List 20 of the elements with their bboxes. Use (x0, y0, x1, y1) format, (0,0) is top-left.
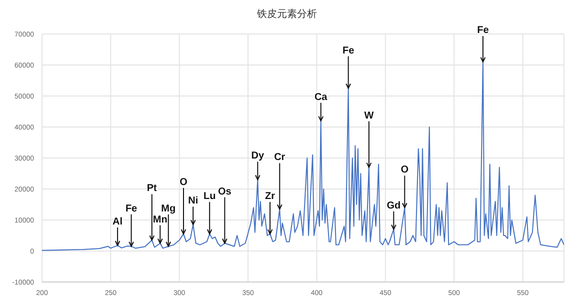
annotation: Fe (477, 25, 490, 36)
annotation: Al (112, 216, 123, 228)
chart-title: 铁皮元素分析 (256, 8, 318, 22)
line-series (42, 61, 564, 251)
annotation: Dy (251, 150, 264, 162)
annotation: Pt (146, 183, 158, 194)
annotation: O (400, 164, 409, 176)
annotation: Gd (386, 200, 401, 212)
annotation: Fe (342, 45, 355, 56)
annotation: Ca (314, 92, 328, 103)
annotation: Fe (125, 203, 138, 214)
annotation: Lu (203, 190, 216, 202)
annotation: Ni (188, 196, 198, 207)
annotation: O (180, 176, 188, 188)
annotation: Os (218, 186, 232, 198)
annotation: W (364, 110, 374, 122)
annotation: Mn (152, 214, 168, 226)
annotation: Zr (265, 190, 276, 202)
annotation: Mg (161, 203, 176, 214)
annotation: Cr (274, 152, 286, 164)
